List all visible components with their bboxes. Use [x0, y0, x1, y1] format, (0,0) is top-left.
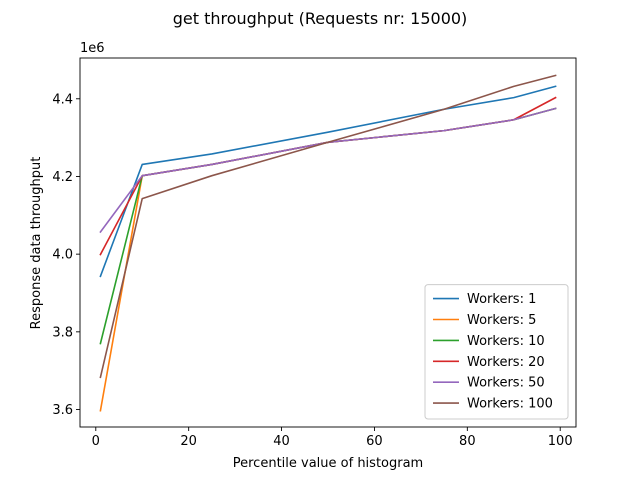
plot-frame: [79, 57, 577, 428]
axes-layer: 0 20 40 60 80 100 3.6 3.8 4.0 4.2 4.4: [52, 57, 577, 449]
x-tick-label: 60: [366, 434, 383, 449]
chart-title: get throughput (Requests nr: 15000): [173, 9, 468, 28]
legend-label: Workers: 100: [467, 397, 553, 412]
y-tick-label: 3.8: [52, 325, 73, 340]
y-tick-label: 3.6: [52, 403, 73, 418]
x-tick-label: 20: [180, 434, 197, 449]
y-axis-label: Response data throughput: [29, 157, 44, 330]
series-line-0: [99, 85, 557, 278]
y-tick-label: 4.4: [52, 92, 73, 107]
y-offset-label: 1e6: [80, 41, 105, 56]
x-axis-label: Percentile value of histogram: [233, 456, 423, 471]
legend-box: [424, 284, 569, 420]
series-line-4: [99, 107, 557, 234]
x-tick-label: 0: [92, 434, 100, 449]
legend: Workers: 1 Workers: 5 Workers: 10 Workers: …: [424, 284, 569, 420]
legend-label: Workers: 10: [467, 334, 545, 349]
series-layer: [99, 74, 557, 412]
legend-label: Workers: 20: [467, 355, 545, 370]
legend-label: Workers: 1: [467, 292, 536, 307]
x-tick-label: 80: [459, 434, 476, 449]
series-line-5: [99, 74, 557, 379]
y-tick-label: 4.0: [52, 248, 73, 263]
legend-label: Workers: 5: [467, 313, 536, 328]
y-tick-label: 4.2: [52, 170, 73, 185]
legend-label: Workers: 50: [467, 376, 545, 391]
x-tick-label: 100: [548, 434, 573, 449]
x-tick-label: 40: [273, 434, 290, 449]
series-line-3: [99, 96, 557, 256]
